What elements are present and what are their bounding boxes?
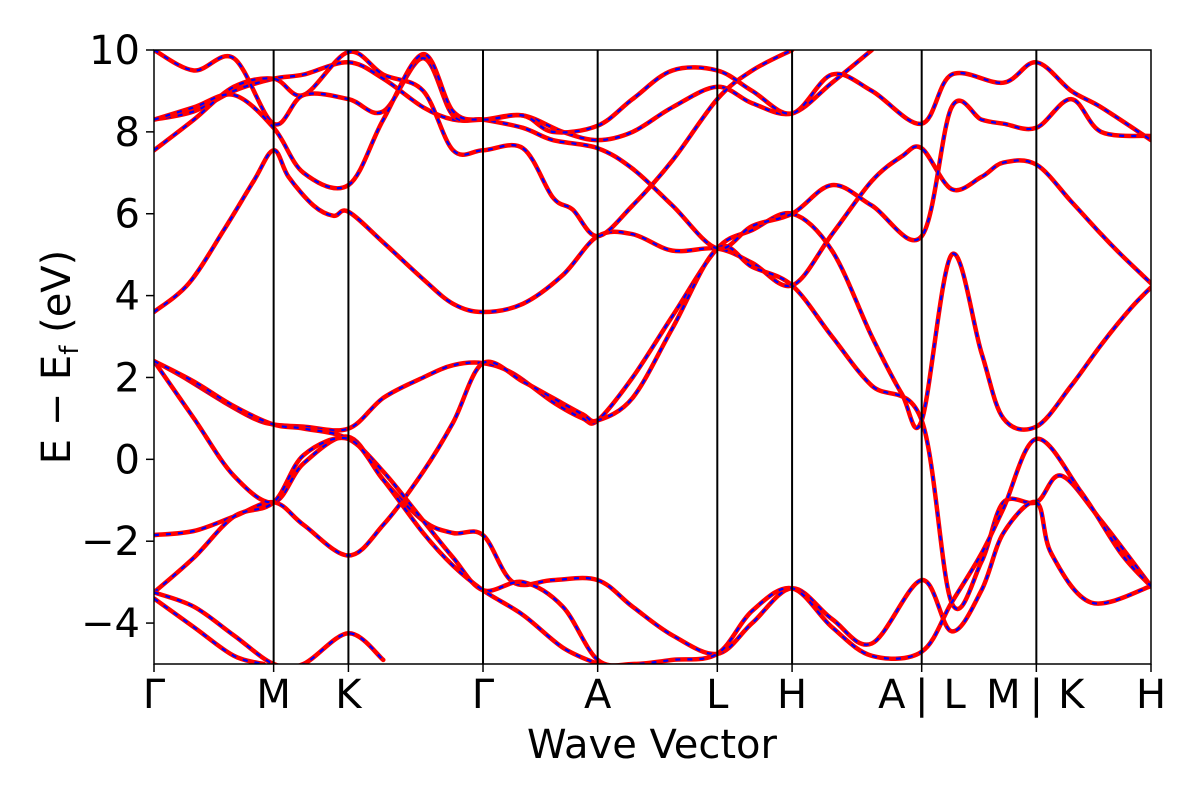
x-tick-label: | xyxy=(915,672,928,718)
y-tick-label: 0 xyxy=(115,437,140,483)
band-line-blue xyxy=(154,436,599,664)
x-tick-label: L xyxy=(943,672,966,718)
x-tick-label: Γ xyxy=(143,672,166,718)
x-tick-label: K xyxy=(1058,672,1086,718)
x-tick-label: H xyxy=(1136,672,1166,718)
x-axis-ticks: Γ M K Γ A L H A | L M | K H xyxy=(143,664,1166,718)
band-line-blue xyxy=(154,145,1151,314)
x-tick-label: Γ xyxy=(472,672,495,718)
y-tick-label: 10 xyxy=(89,28,140,74)
x-tick-label: L xyxy=(706,672,729,718)
band-line-blue xyxy=(154,597,264,664)
x-tick-label: H xyxy=(777,672,807,718)
band-line-red xyxy=(154,50,1151,251)
band-line-blue xyxy=(154,360,1151,664)
band-line-red xyxy=(154,435,600,664)
y-tick-label: −2 xyxy=(81,519,140,565)
y-axis-title-main: E − E xyxy=(34,355,80,465)
x-tick-label: | xyxy=(1030,672,1043,718)
x-axis-title: Wave Vector xyxy=(527,722,778,768)
band-line-red xyxy=(154,210,1151,433)
band-lines xyxy=(154,50,1151,664)
band-line-blue xyxy=(154,212,1151,432)
y-axis-ticks: −4 −2 0 2 4 6 8 10 xyxy=(81,28,154,647)
y-tick-label: 8 xyxy=(115,110,140,156)
y-tick-label: 2 xyxy=(115,355,140,401)
y-axis-title: E − Ef (eV) xyxy=(34,250,85,465)
band-line-blue xyxy=(154,360,1151,656)
x-tick-label: A xyxy=(878,672,906,718)
x-tick-label: K xyxy=(335,672,363,718)
high-symmetry-lines xyxy=(272,50,1038,664)
x-tick-label: M xyxy=(986,672,1021,718)
y-tick-label: −4 xyxy=(81,601,140,647)
y-axis-title-unit: (eV) xyxy=(34,250,80,346)
y-tick-label: 4 xyxy=(115,274,140,320)
band-line-red xyxy=(154,51,1151,191)
x-tick-label: M xyxy=(256,672,291,718)
band-line-red xyxy=(154,596,266,664)
band-line-blue xyxy=(154,50,1151,250)
plot-frame xyxy=(153,49,1152,665)
y-axis-title-sub: f xyxy=(55,345,85,355)
x-tick-label: A xyxy=(584,672,612,718)
y-tick-label: 6 xyxy=(115,192,140,238)
